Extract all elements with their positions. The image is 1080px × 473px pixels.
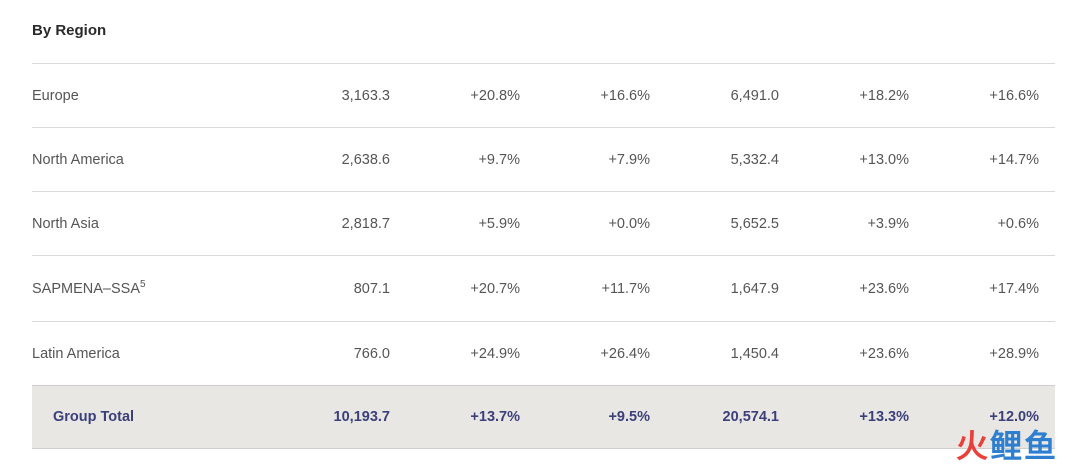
cell: +20.7% <box>470 280 520 297</box>
table-row: SAPMENA–SSA5 807.1 +20.7% +11.7% 1,647.9… <box>32 255 1055 321</box>
footnote-marker: 5 <box>140 278 146 290</box>
region-table: Europe 3,163.3 +20.8% +16.6% 6,491.0 +18… <box>32 63 1055 449</box>
cell: +5.9% <box>478 215 520 232</box>
cell: +13.7% <box>470 409 520 425</box>
cell: 20,574.1 <box>722 409 779 425</box>
cell: +23.6% <box>859 280 909 297</box>
cell: +3.9% <box>867 215 909 232</box>
cell: +28.9% <box>989 345 1039 362</box>
cell: 10,193.7 <box>333 409 390 425</box>
total-label: Group Total <box>53 409 135 425</box>
cell: +0.0% <box>608 215 650 232</box>
section-title: By Region <box>32 22 107 39</box>
cell: 2,818.7 <box>341 215 390 232</box>
cell: +0.6% <box>997 215 1039 232</box>
watermark-logo: 火鲤鱼 <box>955 427 1058 465</box>
cell: +14.7% <box>989 151 1039 168</box>
cell: +26.4% <box>600 345 650 362</box>
table-row: North Asia 2,818.7 +5.9% +0.0% 5,652.5 +… <box>32 191 1055 255</box>
cell: 1,450.4 <box>730 345 779 362</box>
cell: +7.9% <box>608 151 650 168</box>
region-label: North America <box>32 151 124 168</box>
table-row: North America 2,638.6 +9.7% +7.9% 5,332.… <box>32 127 1055 191</box>
cell: 6,491.0 <box>730 87 779 104</box>
cell: 1,647.9 <box>730 280 779 297</box>
cell: +9.5% <box>608 409 650 425</box>
cell: +12.0% <box>989 409 1039 425</box>
group-total-row: Group Total 10,193.7 +13.7% +9.5% 20,574… <box>32 385 1055 449</box>
cell: +9.7% <box>478 151 520 168</box>
cell: 5,332.4 <box>730 151 779 168</box>
cell: +24.9% <box>470 345 520 362</box>
cell: 2,638.6 <box>341 151 390 168</box>
region-label: Europe <box>32 87 79 104</box>
cell: +13.3% <box>859 409 909 425</box>
cell: +23.6% <box>859 345 909 362</box>
cell: +20.8% <box>470 87 520 104</box>
region-label: SAPMENA–SSA5 <box>32 278 146 297</box>
cell: +17.4% <box>989 280 1039 297</box>
cell: 766.0 <box>353 345 390 362</box>
region-label: Latin America <box>32 345 120 362</box>
cell: 3,163.3 <box>341 87 390 104</box>
cell: +18.2% <box>859 87 909 104</box>
cell: +16.6% <box>600 87 650 104</box>
cell: +11.7% <box>601 280 650 297</box>
table-row: Latin America 766.0 +24.9% +26.4% 1,450.… <box>32 321 1055 385</box>
cell: +13.0% <box>859 151 909 168</box>
table-row: Europe 3,163.3 +20.8% +16.6% 6,491.0 +18… <box>32 63 1055 127</box>
region-label: North Asia <box>32 215 99 232</box>
cell: +16.6% <box>989 87 1039 104</box>
cell: 5,652.5 <box>730 215 779 232</box>
cell: 807.1 <box>353 280 390 297</box>
